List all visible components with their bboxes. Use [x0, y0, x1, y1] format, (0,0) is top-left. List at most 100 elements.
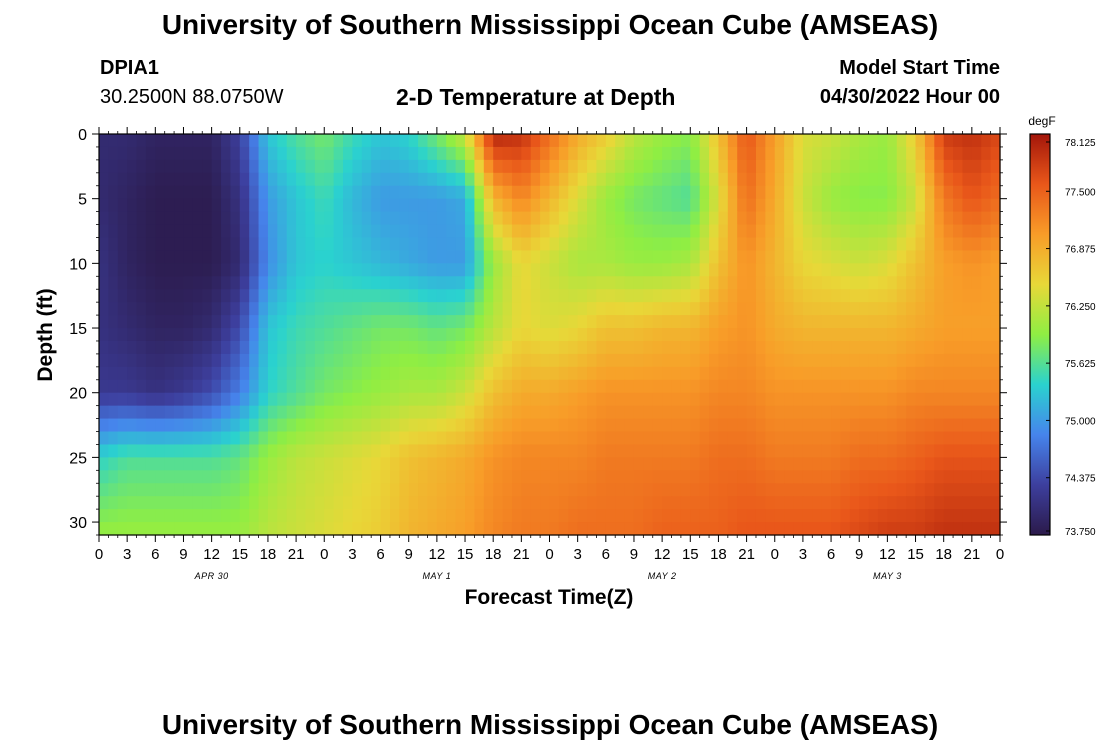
heatmap-cell [831, 379, 842, 394]
heatmap-cell [211, 315, 222, 329]
heatmap-cell [868, 522, 879, 536]
heatmap-cell [202, 146, 213, 161]
heatmap-cell [624, 509, 635, 523]
heatmap-cell [652, 470, 663, 484]
heatmap-cell [868, 237, 879, 252]
heatmap-cell [793, 289, 804, 303]
heatmap-cell [915, 198, 926, 213]
heatmap-cell [389, 237, 400, 252]
heatmap-cell [380, 496, 391, 510]
heatmap-cell [474, 366, 485, 381]
heatmap-cell [511, 353, 522, 368]
heatmap-cell [971, 289, 982, 303]
heatmap-cell [324, 328, 335, 342]
heatmap-cell [765, 224, 776, 239]
heatmap-cell [755, 379, 766, 394]
heatmap-cell [971, 315, 982, 329]
heatmap-cell [361, 146, 372, 161]
heatmap-cell [605, 185, 616, 200]
heatmap-cell [211, 263, 222, 277]
heatmap-cell [361, 276, 372, 290]
heatmap-cell [305, 353, 316, 368]
heatmap-cell [765, 470, 776, 484]
heatmap-cell [896, 353, 907, 368]
heatmap-cell [662, 392, 673, 407]
heatmap-cell [324, 224, 335, 239]
heatmap-cell [577, 134, 588, 148]
heatmap-cell [793, 185, 804, 200]
heatmap-cell [821, 263, 832, 277]
heatmap-cell [380, 522, 391, 536]
heatmap-cell [577, 366, 588, 381]
heatmap-cell [211, 353, 222, 368]
heatmap-cell [699, 353, 710, 368]
heatmap-cell [427, 353, 438, 368]
heatmap-cell [117, 224, 128, 239]
heatmap-cell [699, 276, 710, 290]
heatmap-cell [934, 211, 945, 226]
heatmap-cell [286, 237, 297, 252]
heatmap-cell [784, 353, 795, 368]
heatmap-cell [333, 340, 344, 355]
heatmap-cell [896, 198, 907, 213]
heatmap-cell [802, 340, 813, 355]
heatmap-cell [615, 366, 626, 381]
heatmap-cell [962, 379, 973, 394]
heatmap-cell [662, 522, 673, 536]
heatmap-cell [577, 431, 588, 446]
heatmap-cell [549, 185, 560, 200]
heatmap-cell [943, 276, 954, 290]
heatmap-cell [831, 522, 842, 536]
heatmap-cell [558, 159, 569, 174]
heatmap-cell [774, 134, 785, 148]
heatmap-cell [314, 263, 325, 277]
heatmap-cell [943, 470, 954, 484]
heatmap-cell [718, 224, 729, 239]
heatmap-cell [587, 146, 598, 161]
heatmap-cell [962, 392, 973, 407]
heatmap-cell [418, 366, 429, 381]
heatmap-cell [821, 315, 832, 329]
heatmap-cell [230, 431, 241, 446]
heatmap-cell [793, 418, 804, 433]
heatmap-cell [849, 418, 860, 433]
heatmap-cell [192, 159, 203, 174]
heatmap-cell [211, 289, 222, 303]
heatmap-cell [774, 172, 785, 187]
heatmap-cell [568, 134, 579, 148]
heatmap-cell [296, 340, 307, 355]
heatmap-cell [136, 405, 147, 420]
heatmap-cell [962, 328, 973, 342]
heatmap-cell [530, 509, 541, 523]
heatmap-cell [258, 237, 269, 252]
heatmap-cell [436, 366, 447, 381]
heatmap-cell [493, 340, 504, 355]
heatmap-cell [286, 444, 297, 458]
heatmap-cell [511, 483, 522, 497]
heatmap-cell [324, 172, 335, 187]
heatmap-cell [624, 315, 635, 329]
heatmap-cell [605, 379, 616, 394]
heatmap-cell [267, 457, 278, 471]
heatmap-cell [230, 224, 241, 239]
heatmap-cell [924, 483, 935, 497]
heatmap-cell [333, 172, 344, 187]
heatmap-cell [990, 211, 1001, 226]
heatmap-cell [408, 289, 419, 303]
heatmap-cell [174, 250, 185, 264]
heatmap-cell [183, 237, 194, 252]
heatmap-cell [352, 198, 363, 213]
heatmap-cell [596, 457, 607, 471]
heatmap-cell [540, 483, 551, 497]
heatmap-cell [784, 276, 795, 290]
x-tick-label: 0 [95, 546, 103, 563]
heatmap-cell [849, 302, 860, 316]
heatmap-cell [633, 522, 644, 536]
heatmap-cell [155, 509, 166, 523]
heatmap-cell [239, 340, 250, 355]
heatmap-cell [577, 198, 588, 213]
heatmap-cell [267, 276, 278, 290]
heatmap-cell [633, 237, 644, 252]
heatmap-cell [784, 237, 795, 252]
heatmap-cell [333, 159, 344, 174]
